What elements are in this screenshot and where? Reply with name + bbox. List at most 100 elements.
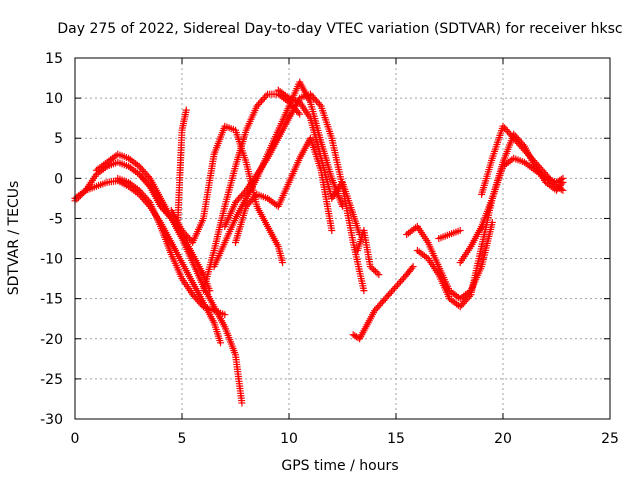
data-point — [375, 302, 383, 310]
data-point — [378, 298, 386, 306]
data-point — [505, 129, 513, 137]
data-point — [501, 124, 509, 132]
data-point — [395, 279, 403, 287]
data-point — [546, 175, 554, 183]
y-tick-label: -20 — [40, 332, 63, 348]
data-point — [183, 232, 191, 240]
data-point — [140, 175, 148, 183]
series-arc-6 — [167, 122, 287, 267]
data-point — [241, 188, 249, 196]
chart-title: Day 275 of 2022, Sidereal Day-to-day VTE… — [57, 21, 622, 37]
y-tick-label: -25 — [40, 372, 63, 388]
data-point — [135, 170, 143, 178]
data-point — [140, 167, 148, 175]
series-arc-3 — [92, 150, 246, 407]
data-point — [309, 94, 317, 102]
data-point — [530, 157, 538, 165]
data-point — [458, 301, 466, 309]
y-tick-label: 5 — [54, 131, 63, 147]
data-point — [141, 193, 149, 201]
data-point — [245, 199, 253, 207]
x-tick-label: 10 — [280, 431, 298, 447]
data-point — [514, 139, 522, 147]
data-point — [390, 284, 398, 292]
series-arc-14 — [403, 218, 496, 303]
series-arc-18 — [478, 122, 567, 198]
data-point — [510, 134, 518, 142]
x-tick-label: 0 — [71, 431, 80, 447]
data-point — [502, 126, 510, 134]
x-tick-label: 15 — [387, 431, 405, 447]
data-point — [239, 190, 247, 198]
data-point — [294, 108, 302, 116]
x-tick-labels: 0 5 10 15 20 25 — [71, 431, 619, 447]
data-point — [235, 195, 243, 203]
data-point — [232, 198, 239, 206]
data-point — [533, 160, 541, 168]
data-point — [196, 299, 204, 307]
data-point — [537, 165, 545, 173]
data-point — [135, 186, 143, 194]
data-point — [144, 173, 152, 181]
data-point — [308, 92, 316, 100]
data-point — [247, 197, 255, 205]
data-point — [296, 110, 304, 118]
data-point — [144, 197, 152, 205]
data-point — [366, 263, 374, 271]
data-point — [244, 201, 252, 209]
data-point — [387, 288, 395, 296]
y-tick-label: 15 — [45, 51, 63, 67]
data-point — [384, 291, 392, 299]
data-point — [254, 100, 262, 108]
data-point — [360, 287, 368, 295]
series-arc-9 — [221, 90, 368, 295]
plot-frame — [74, 57, 611, 420]
data-point — [381, 295, 389, 303]
data-point — [138, 174, 146, 182]
x-tick-label: 25 — [601, 431, 619, 447]
series-arc-12 — [349, 263, 417, 343]
data-point — [371, 267, 379, 275]
data-point — [143, 179, 151, 187]
data-point — [279, 259, 287, 267]
data-point — [499, 122, 507, 130]
data-point — [190, 292, 198, 300]
data-point — [557, 185, 565, 193]
data-point — [370, 266, 378, 274]
data-point — [508, 133, 516, 141]
data-point — [504, 127, 512, 135]
data-point — [141, 177, 149, 185]
data-point — [527, 153, 535, 161]
data-point — [238, 399, 246, 407]
data-point — [195, 298, 203, 306]
data-point — [138, 166, 146, 174]
data-point — [456, 303, 464, 311]
data-point — [459, 299, 467, 307]
data-point — [314, 99, 322, 107]
data-point — [371, 307, 379, 315]
series-arc-10 — [232, 134, 336, 247]
data-point — [193, 296, 201, 304]
data-point — [525, 151, 533, 159]
series-arc-16 — [435, 226, 464, 242]
data-point — [372, 305, 380, 313]
data-point — [233, 197, 241, 205]
data-point — [256, 99, 264, 107]
data-point — [520, 146, 528, 154]
data-point — [373, 269, 381, 277]
y-tick-label: -30 — [40, 412, 63, 428]
data-point — [178, 226, 186, 234]
data-point — [539, 167, 547, 175]
data-point — [522, 148, 530, 156]
data-point — [135, 162, 143, 170]
data-point — [545, 174, 553, 182]
data-point — [253, 102, 261, 110]
data-point — [456, 226, 464, 234]
data-point — [536, 163, 544, 171]
data-point — [540, 169, 548, 177]
data-point — [559, 178, 567, 186]
data-point — [140, 192, 148, 200]
data-point — [137, 188, 145, 196]
data-point — [198, 301, 206, 309]
